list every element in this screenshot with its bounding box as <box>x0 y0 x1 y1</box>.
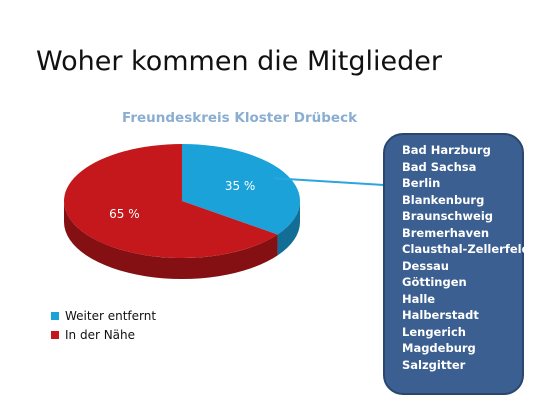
city-item: Bad Harzburg <box>402 143 491 157</box>
legend-item-in-der-naehe: In der Nähe <box>51 325 156 344</box>
city-item: Lengerich <box>402 324 466 339</box>
legend-item-weiter-entfernt: Weiter entfernt <box>51 306 156 325</box>
legend-label: In der Nähe <box>65 327 136 342</box>
city-list: Bad Harzburg Bad Sachsa Berlin Blankenburg B… <box>385 135 530 373</box>
chart-title: Freundeskreis Kloster Drübeck <box>122 110 358 126</box>
city-item: Magdeburg <box>402 341 476 355</box>
callout-connector <box>274 177 385 186</box>
legend-label: Weiter entfernt <box>65 308 157 323</box>
pie-slice-weiter-entfernt <box>182 144 300 235</box>
city-item: Göttingen <box>402 275 467 289</box>
city-item: Salzgitter <box>402 357 466 372</box>
slice-label-in-der-naehe: 65 % <box>109 207 140 222</box>
city-item: Bad Sachsa <box>402 159 477 174</box>
city-item: Halle <box>402 291 436 306</box>
slide-title: Woher kommen die Mitglieder <box>36 46 442 77</box>
slice-label-weiter-entfernt: 35 % <box>224 178 256 193</box>
city-item: Braunschweig <box>402 209 494 223</box>
city-item: Bremerhaven <box>402 225 490 240</box>
pie-sides <box>64 201 300 279</box>
legend-swatch <box>51 330 59 339</box>
pie-slice-in-der-naehe <box>63 144 278 258</box>
city-item: Halberstadt <box>402 308 479 322</box>
city-callout-box: Bad Harzburg Bad Sachsa Berlin Blankenburg B… <box>383 133 530 395</box>
pie-slice-side <box>64 201 278 279</box>
legend: Weiter entfernt In der Nähe <box>51 306 156 344</box>
city-item: Berlin <box>402 176 441 190</box>
legend-swatch <box>51 311 59 320</box>
pie-slice-side <box>277 201 300 256</box>
city-item: Blankenburg <box>402 192 485 207</box>
city-item: Clausthal-Zellerfeld <box>402 242 530 256</box>
pie-tops <box>63 144 300 258</box>
city-item: Dessau <box>402 258 449 273</box>
